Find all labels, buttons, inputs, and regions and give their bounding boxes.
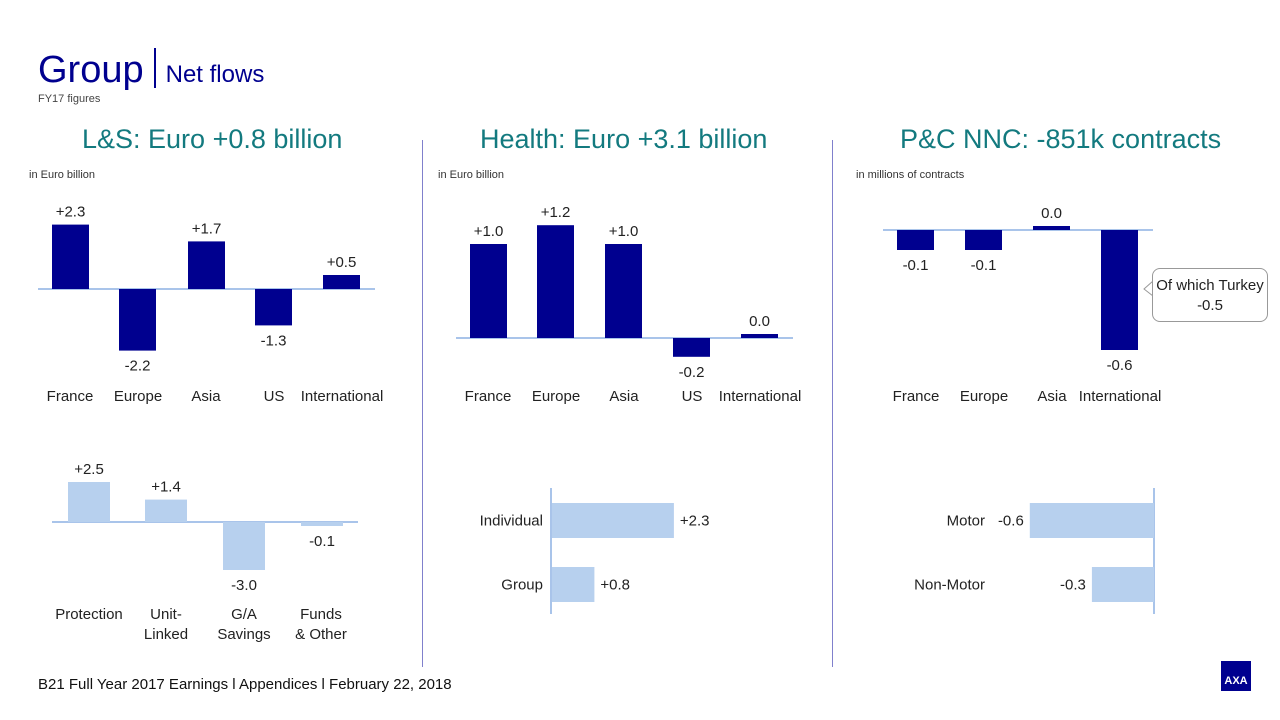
data-label: 0.0 xyxy=(749,313,770,330)
bar-2 xyxy=(605,244,642,338)
bar-1 xyxy=(552,567,595,602)
bar-2 xyxy=(1033,226,1070,230)
bar-0 xyxy=(68,482,110,522)
bar-0 xyxy=(52,224,89,289)
data-label: -0.1 xyxy=(903,257,929,274)
bar-2 xyxy=(188,241,225,289)
data-label: +2.5 xyxy=(74,461,104,478)
bar-3 xyxy=(255,289,292,326)
category-label: International xyxy=(301,388,384,405)
data-label: +1.0 xyxy=(609,223,639,240)
category-label: International xyxy=(1079,388,1162,405)
figures-note: FY17 figures xyxy=(38,93,101,105)
data-label: 0.0 xyxy=(1041,205,1062,222)
bar-0 xyxy=(470,244,507,338)
data-label: +1.0 xyxy=(474,223,504,240)
bar-1 xyxy=(537,225,574,338)
bar-1 xyxy=(119,289,156,351)
category-label: Individual xyxy=(480,513,543,530)
bar-3 xyxy=(673,338,710,357)
category-label: US xyxy=(682,388,703,405)
data-label: +1.4 xyxy=(151,479,181,496)
category-label: & Other xyxy=(295,626,347,643)
callout-value: -0.5 xyxy=(1197,297,1223,314)
category-label: Unit- xyxy=(150,606,182,623)
category-label: Asia xyxy=(609,388,639,405)
pc-heading: P&C NNC: -851k contracts xyxy=(900,124,1222,154)
category-label: Europe xyxy=(532,388,580,405)
ls-unit: in Euro billion xyxy=(29,169,96,181)
bar-1 xyxy=(965,230,1002,250)
category-label: Asia xyxy=(1037,388,1067,405)
category-label: Group xyxy=(501,577,543,594)
bar-4 xyxy=(323,275,360,289)
category-label: Protection xyxy=(55,606,123,623)
ls-heading: L&S: Euro +0.8 billion xyxy=(82,124,343,154)
health-unit: in Euro billion xyxy=(438,169,505,181)
bar-3 xyxy=(301,522,343,526)
category-label: G/A xyxy=(231,606,257,623)
bar-0 xyxy=(1029,503,1154,538)
turkey-callout: Of which Turkey -0.5 xyxy=(1152,268,1268,322)
divider xyxy=(422,140,423,667)
category-label: Linked xyxy=(144,626,188,643)
category-label: France xyxy=(47,388,94,405)
data-label: -3.0 xyxy=(231,577,257,594)
bar-4 xyxy=(741,334,778,338)
data-label: +1.2 xyxy=(541,204,571,221)
callout-text: Of which Turkey xyxy=(1156,277,1264,294)
data-label: -0.3 xyxy=(1060,577,1086,594)
bar-2 xyxy=(223,522,265,570)
callout-pointer xyxy=(1143,280,1154,297)
category-label: Europe xyxy=(114,388,162,405)
pc-unit: in millions of contracts xyxy=(856,169,965,181)
data-label: -2.2 xyxy=(125,358,151,375)
category-label: France xyxy=(465,388,512,405)
data-label: -0.1 xyxy=(309,533,335,550)
health-heading: Health: Euro +3.1 billion xyxy=(480,124,768,154)
title-sub: Net flows xyxy=(165,61,265,88)
data-label: -0.1 xyxy=(971,257,997,274)
bar-1 xyxy=(145,499,187,522)
category-label: Savings xyxy=(217,626,270,643)
category-label: US xyxy=(264,388,285,405)
category-label: Asia xyxy=(191,388,221,405)
bar-3 xyxy=(1101,230,1138,350)
data-label: -0.6 xyxy=(998,513,1024,530)
data-label: +0.8 xyxy=(600,577,630,594)
category-label: France xyxy=(893,388,940,405)
data-label: -0.6 xyxy=(1107,357,1133,374)
footer: B21 Full Year 2017 Earnings l Appendices… xyxy=(38,676,452,693)
bar-1 xyxy=(1091,567,1154,602)
bar-0 xyxy=(552,503,674,538)
category-label: Funds xyxy=(300,606,342,623)
data-label: +2.3 xyxy=(56,204,86,221)
category-label: International xyxy=(719,388,802,405)
page-title: Group Net flows xyxy=(38,48,264,92)
bar-0 xyxy=(897,230,934,250)
data-label: +1.7 xyxy=(192,220,222,237)
data-label: +0.5 xyxy=(327,254,357,271)
data-label: -1.3 xyxy=(261,332,287,349)
divider xyxy=(832,140,833,667)
title-separator xyxy=(153,48,156,88)
data-label: -0.2 xyxy=(679,364,705,381)
category-label: Europe xyxy=(960,388,1008,405)
axa-logo: AXA xyxy=(1221,661,1251,691)
title-main: Group xyxy=(38,49,144,91)
category-label: Motor xyxy=(947,513,985,530)
category-label: Non-Motor xyxy=(914,577,985,594)
data-label: +2.3 xyxy=(680,513,710,530)
